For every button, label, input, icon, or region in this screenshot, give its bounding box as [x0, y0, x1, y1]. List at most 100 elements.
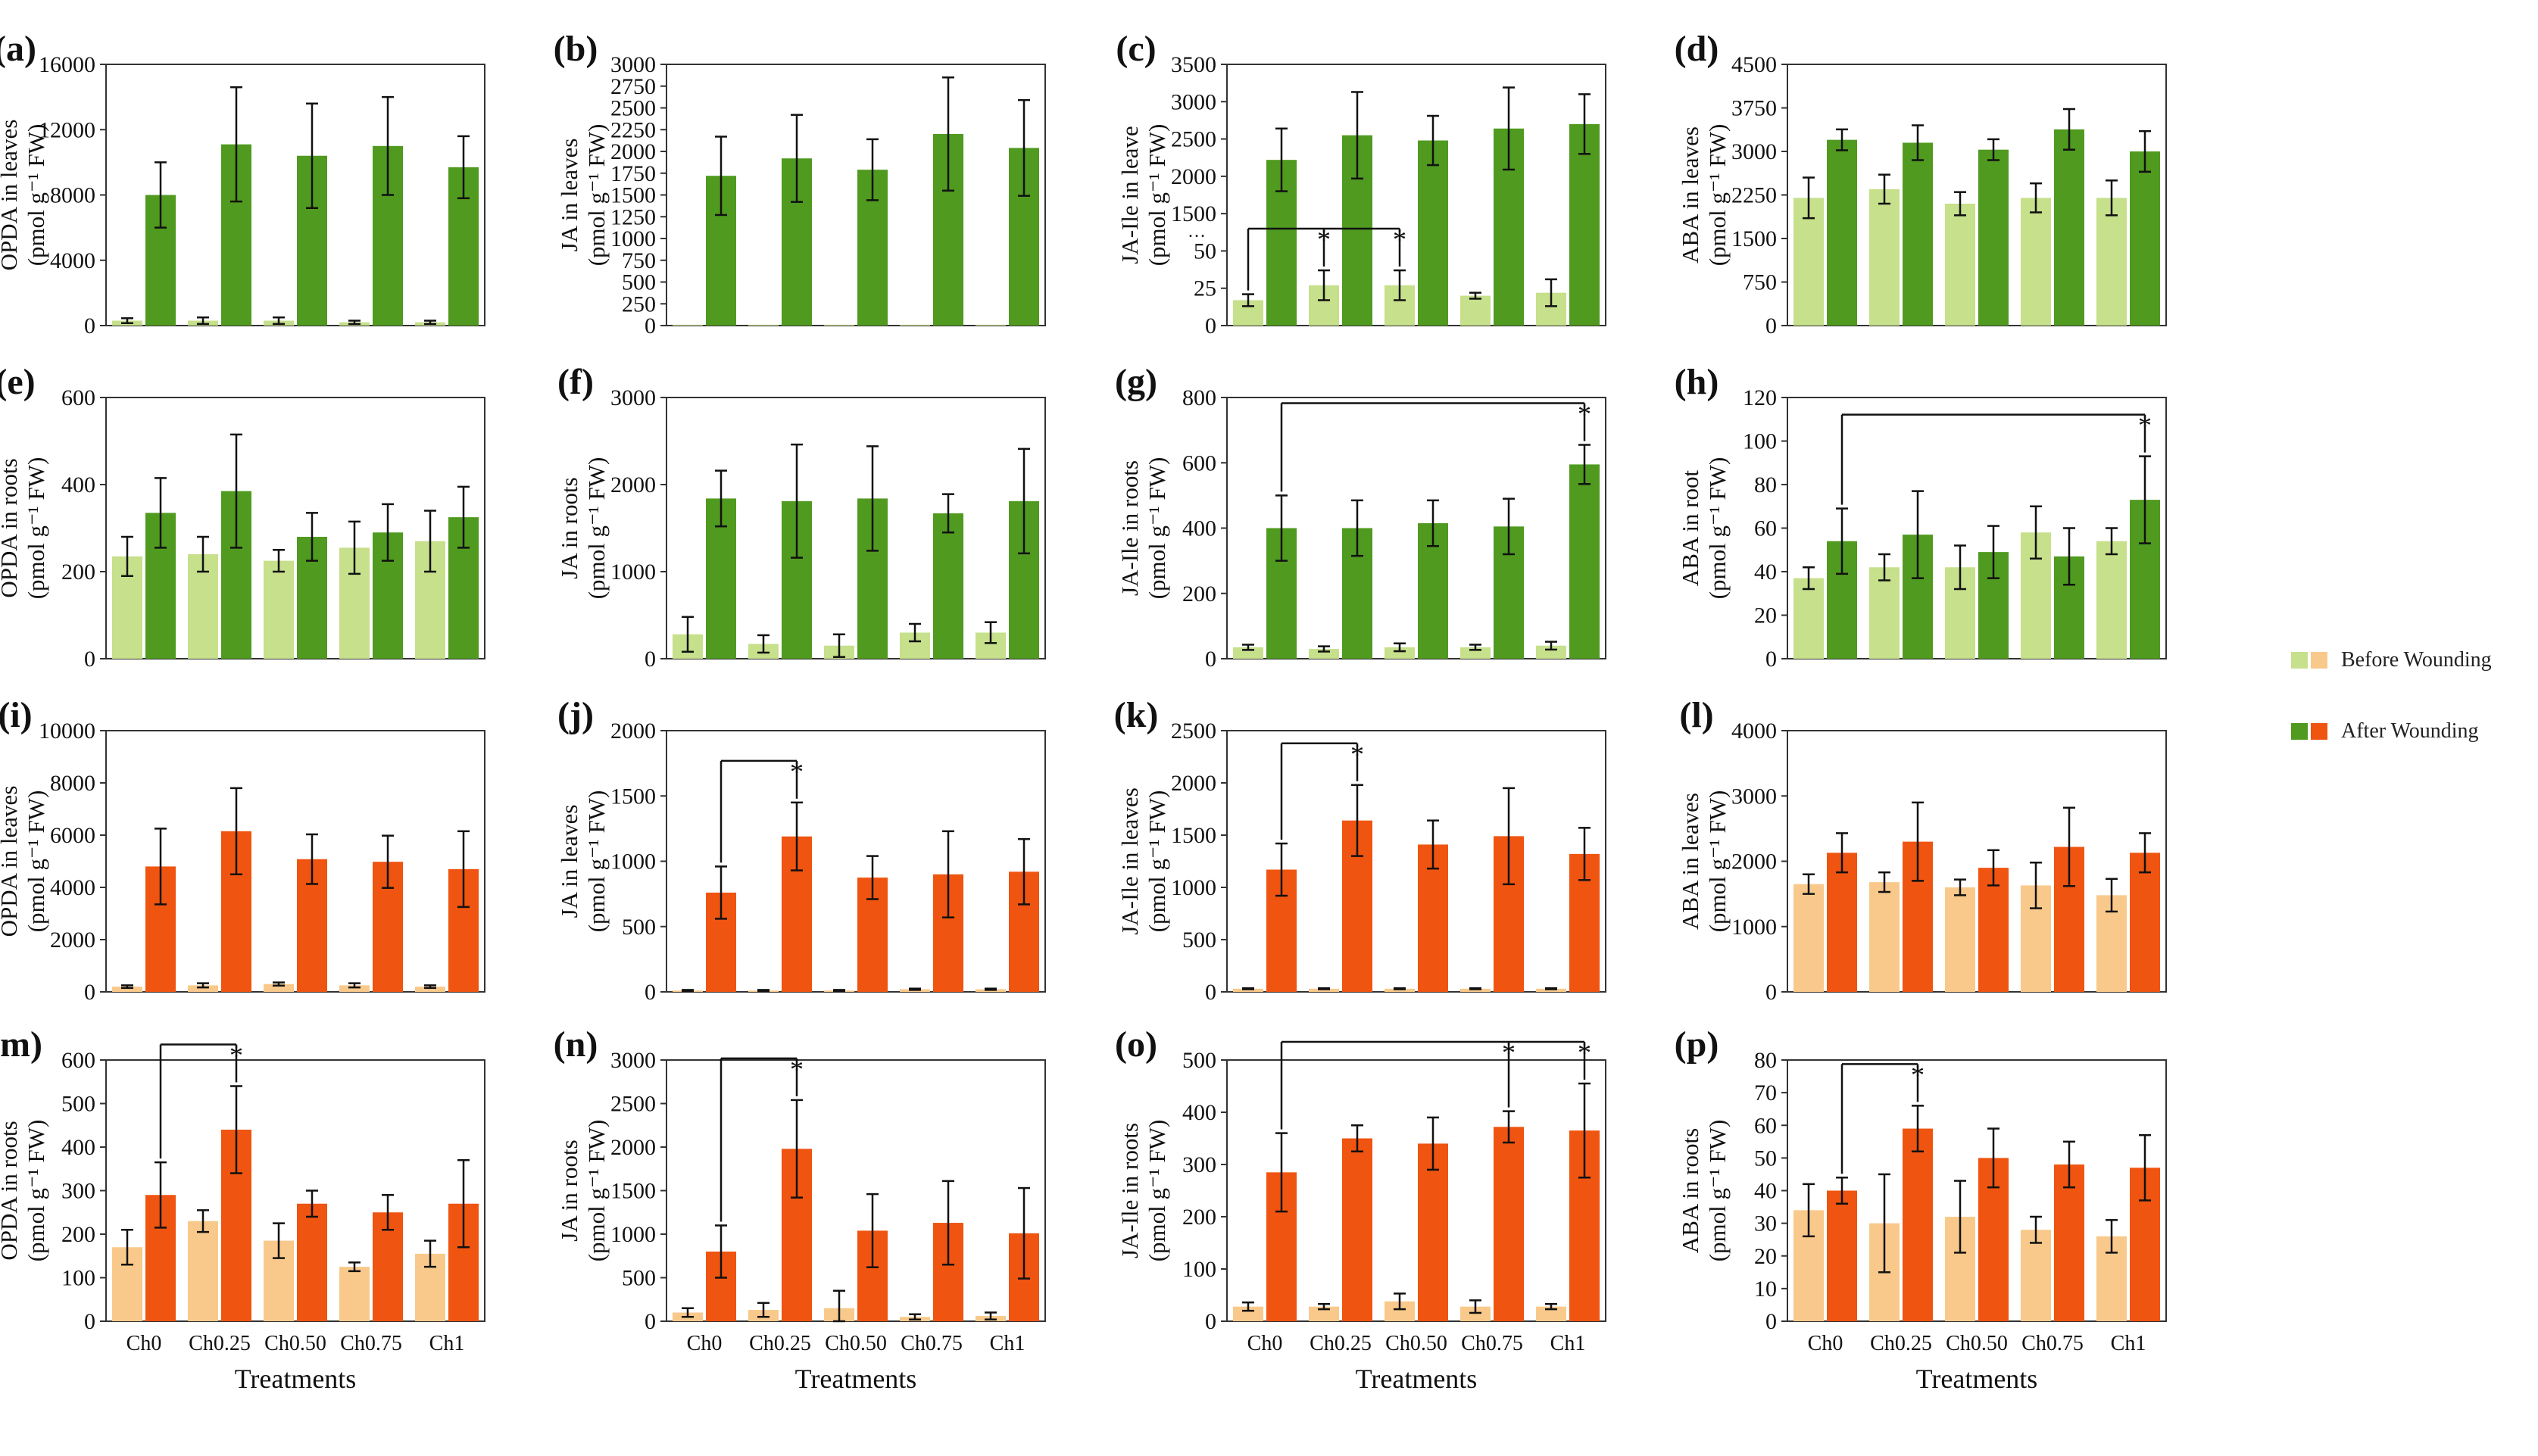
- panel-f: 0 1000 2000 3000 (f) JA in roots (pmol g⁻¹ FW): [556, 362, 1046, 672]
- panel-label: (g): [1115, 362, 1157, 402]
- legend-before-label: Before Wounding: [2341, 648, 2492, 672]
- panel-label: (h): [1675, 362, 1719, 402]
- bar-before-wounding: [1869, 189, 1900, 326]
- y-tick-label: 2000: [1171, 164, 1216, 189]
- significance-star: *: [1911, 1059, 1925, 1090]
- y-tick-label: 600: [61, 1048, 95, 1073]
- y-tick-label: 3500: [1171, 52, 1216, 77]
- bar-after-wounding: [1827, 853, 1857, 992]
- bar-after-wounding: [1827, 139, 1857, 326]
- y-tick-label: 400: [1182, 1100, 1216, 1125]
- y-tick-label: 1000: [610, 226, 656, 251]
- panel-l: 0 1000 2000 3000 4000 (l) ABA in leaves (pmol g…: [1677, 695, 2167, 1005]
- bar-before-wounding: [339, 985, 370, 992]
- significance-star: *: [2138, 410, 2152, 441]
- y-tick-label: 2250: [610, 117, 656, 142]
- panel-label: (j): [557, 695, 594, 735]
- significance-star: *: [790, 1054, 804, 1084]
- bar-before-wounding: [1309, 1306, 1339, 1321]
- y-tick-label: 600: [1182, 451, 1216, 475]
- significance-star: *: [1317, 224, 1331, 254]
- bar-before-wounding: [748, 324, 779, 326]
- bar-after-wounding: [1903, 1128, 1933, 1321]
- bar-after-wounding: [2054, 1164, 2084, 1321]
- bar-after-wounding: [2130, 853, 2160, 992]
- y-tick-label: 2000: [610, 1135, 656, 1160]
- y-tick-label: 250: [622, 292, 656, 316]
- panel-label: (e): [0, 362, 36, 402]
- y-tick-label: 0: [645, 1309, 656, 1334]
- y-tick-label: 20: [1754, 603, 1777, 628]
- bar-before-wounding: [2096, 198, 2127, 326]
- y-axis-unit: (pmol g⁻¹ FW): [1144, 790, 1170, 933]
- x-tick-label: Ch0.75: [1461, 1332, 1523, 1355]
- panel-label: (m): [0, 1024, 42, 1065]
- y-tick-label: 0: [1205, 313, 1216, 338]
- panel-label: (c): [1116, 29, 1156, 69]
- y-axis-unit: (pmol g⁻¹ FW): [23, 1120, 49, 1262]
- bar-before-wounding: [1536, 1306, 1566, 1321]
- y-tick-label: 0: [1205, 1309, 1216, 1334]
- y-tick-label: 1250: [610, 204, 656, 229]
- panel-d: 0 750 1500 2250 3000 3750 4500 (d) ABA in leaves…: [1675, 29, 2167, 338]
- y-tick-label: 100: [61, 1266, 95, 1291]
- panel-label: (p): [1675, 1024, 1719, 1065]
- y-tick-label: 500: [1182, 1048, 1216, 1073]
- panel-label: (n): [554, 1024, 598, 1065]
- bar-after-wounding: [297, 1203, 327, 1321]
- x-tick-label: Ch1: [990, 1332, 1026, 1355]
- y-tick-label: 200: [61, 1222, 95, 1247]
- bar-before-wounding: [1869, 882, 1900, 992]
- y-axis-title: JA-Ile in leave: [1116, 126, 1143, 263]
- y-tick-label: 25: [1194, 276, 1216, 301]
- y-tick-label: 600: [61, 385, 95, 410]
- bar-before-wounding: [1460, 988, 1491, 992]
- bar-before-wounding: [1233, 1306, 1263, 1321]
- y-tick-label: 400: [61, 472, 95, 497]
- y-tick-label: 2500: [1171, 127, 1216, 152]
- bar-before-wounding: [188, 1221, 218, 1321]
- legend-before-wounding: Before Wounding: [2291, 644, 2533, 677]
- y-axis-unit: (pmol g⁻¹ FW): [1144, 1120, 1170, 1262]
- plot-frame: [1226, 1059, 1606, 1322]
- bar-before-wounding: [1385, 988, 1415, 992]
- y-tick-label: 800: [1182, 385, 1216, 410]
- bar-before-wounding: [1309, 649, 1339, 659]
- panel-label: (l): [1679, 695, 1713, 735]
- x-tick-label: Ch0: [687, 1332, 723, 1355]
- y-axis-unit: (pmol g⁻¹ FW): [1704, 1120, 1731, 1262]
- y-tick-label: 750: [1743, 270, 1777, 295]
- y-axis-unit: (pmol g⁻¹ FW): [1704, 790, 1731, 933]
- x-tick-label: Ch0.50: [1385, 1332, 1447, 1355]
- y-axis-title: JA-Ile in leaves: [1116, 787, 1143, 935]
- y-axis-title: ABA in roots: [1677, 1128, 1703, 1253]
- y-tick-label: 500: [622, 270, 656, 295]
- significance-star: *: [1578, 1037, 1591, 1068]
- axis-break-mark: …: [1188, 222, 1206, 242]
- bar-before-wounding: [1945, 204, 1975, 326]
- y-tick-label: 0: [84, 647, 95, 672]
- y-axis-title: ABA in leaves: [1677, 126, 1703, 263]
- y-tick-label: 0: [1205, 647, 1216, 672]
- legend: Before Wounding After Wounding: [2291, 644, 2533, 786]
- y-tick-label: 300: [61, 1179, 95, 1204]
- panel-label: (d): [1675, 29, 1719, 69]
- significance-star: *: [790, 756, 804, 787]
- bar-before-wounding: [976, 324, 1006, 326]
- x-tick-label: Ch0.50: [825, 1332, 887, 1355]
- y-tick-label: 750: [622, 248, 656, 273]
- bar-before-wounding: [264, 560, 294, 659]
- x-tick-label: Ch0.75: [901, 1332, 963, 1355]
- x-axis-title: Treatments: [1916, 1364, 2038, 1394]
- panel-n: 0 500 1000 1500 2000 2500 3000 (n) JA in roots (p…: [554, 1024, 1046, 1394]
- bar-before-wounding: [824, 324, 854, 326]
- y-tick-label: 2500: [610, 96, 656, 121]
- y-tick-label: 10000: [39, 719, 95, 744]
- x-axis-title: Treatments: [235, 1364, 357, 1394]
- legend-after-wounding: After Wounding: [2291, 715, 2533, 748]
- x-tick-label: Ch0.50: [264, 1332, 326, 1355]
- y-tick-label: 0: [84, 313, 95, 338]
- y-axis-unit: (pmol g⁻¹ FW): [583, 1120, 610, 1262]
- y-axis-title: OPDA in roots: [0, 1121, 22, 1260]
- bar-before-wounding: [2096, 541, 2127, 659]
